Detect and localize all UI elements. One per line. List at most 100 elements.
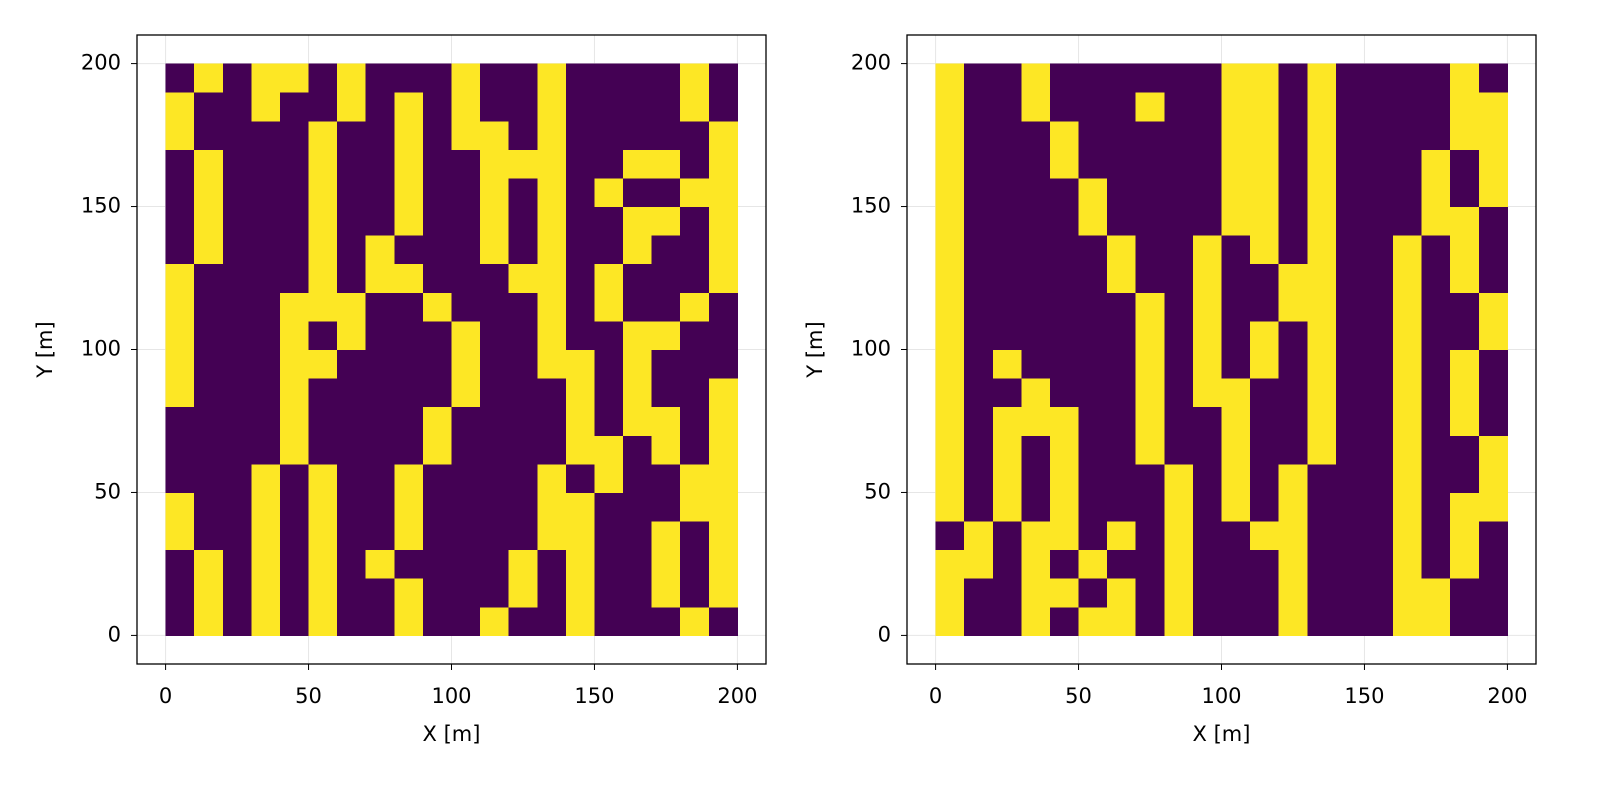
heatmap-cell (308, 549, 338, 579)
heatmap-cell (935, 206, 965, 236)
heatmap-cell (1335, 177, 1365, 208)
heatmap-cell (422, 378, 452, 408)
heatmap-cell (964, 263, 994, 293)
heatmap-cell (337, 406, 367, 436)
heatmap-cell (251, 349, 281, 379)
heatmap-cell (1221, 521, 1251, 551)
heatmap-cell (1250, 320, 1280, 350)
heatmap-cell (1450, 349, 1480, 379)
heatmap-cell (480, 177, 510, 208)
heatmap-cell (1192, 521, 1222, 551)
heatmap-cell (680, 149, 710, 179)
heatmap-cell (1049, 92, 1080, 122)
heatmap-cell (308, 406, 338, 436)
heatmap-cell (1421, 92, 1451, 122)
heatmap-cell (279, 235, 310, 265)
heatmap-cell (451, 320, 481, 350)
heatmap-cell (480, 263, 510, 293)
heatmap-cell (594, 235, 624, 265)
heatmap-cell (1135, 63, 1165, 93)
heatmap-cell (1450, 149, 1480, 179)
heatmap-cell (1135, 463, 1165, 493)
heatmap-cell (935, 606, 965, 636)
heatmap-cell (680, 177, 710, 208)
heatmap-cell (1364, 578, 1394, 608)
heatmap-cell (651, 63, 681, 93)
heatmap-cell (680, 606, 710, 636)
heatmap-cell (1021, 435, 1051, 465)
heatmap-cell (1192, 292, 1222, 322)
heatmap-cell (251, 292, 281, 322)
heatmap-cell (251, 521, 281, 551)
heatmap-cell (565, 292, 595, 322)
heatmap-cell (422, 320, 452, 350)
heatmap-cell (365, 378, 395, 408)
heatmap-cell (1278, 378, 1308, 408)
heatmap-cell (1393, 349, 1423, 379)
heatmap-cell (194, 320, 224, 350)
heatmap-cell (1335, 606, 1365, 636)
heatmap-cell (222, 406, 252, 436)
heatmap-cell (1021, 549, 1051, 579)
heatmap-cell (565, 320, 595, 350)
heatmap-cell (508, 521, 538, 551)
heatmap-cell (565, 235, 595, 265)
heatmap-cell (964, 492, 994, 522)
heatmap-cells (935, 63, 1508, 636)
heatmap-cell (1078, 378, 1108, 408)
heatmap-cell (480, 435, 510, 465)
heatmap-cell (992, 578, 1022, 608)
heatmap-cell (964, 206, 994, 236)
heatmap-cell (1107, 235, 1137, 265)
heatmap-cell (508, 320, 538, 350)
heatmap-cell (1335, 435, 1365, 465)
heatmap-cell (337, 149, 367, 179)
heatmap-cell (1250, 463, 1280, 493)
heatmap-cell (1049, 349, 1080, 379)
heatmap-cell (708, 263, 738, 293)
heatmap-cell (1307, 378, 1337, 408)
x-tick-label: 100 (431, 684, 471, 708)
heatmap-cell (1478, 349, 1508, 379)
heatmap-cell (680, 521, 710, 551)
heatmap-cell (1278, 206, 1308, 236)
heatmap-cell (394, 349, 424, 379)
heatmap-cell (1107, 492, 1137, 522)
heatmap-cell (365, 177, 395, 208)
heatmap-cell (1250, 492, 1280, 522)
heatmap-cell (1107, 463, 1137, 493)
heatmap-cell (565, 120, 595, 150)
heatmap-cell (194, 177, 224, 208)
heatmap-cell (565, 263, 595, 293)
heatmap-cell (1393, 378, 1423, 408)
heatmap-cell (594, 120, 624, 150)
heatmap-cell (365, 320, 395, 350)
heatmap-cell (1250, 235, 1280, 265)
heatmap-cell (1078, 463, 1108, 493)
x-tick-label: 50 (1065, 684, 1092, 708)
heatmap-cell (394, 235, 424, 265)
heatmap-cell (422, 263, 452, 293)
heatmap-cell (422, 177, 452, 208)
heatmap-cell (594, 578, 624, 608)
heatmap-cell (1135, 492, 1165, 522)
heatmap-cell (1393, 406, 1423, 436)
heatmap-cell (708, 63, 738, 93)
heatmap-cell (337, 263, 367, 293)
heatmap-cell (992, 349, 1022, 379)
heatmap-cell (1135, 177, 1165, 208)
heatmap-cell (337, 492, 367, 522)
heatmap-cell (480, 492, 510, 522)
heatmap-cell (279, 320, 310, 350)
heatmap-cell (308, 349, 338, 379)
heatmap-cell (365, 206, 395, 236)
heatmap-cell (565, 463, 595, 493)
heatmap-cell (1364, 378, 1394, 408)
heatmap-cell (508, 578, 538, 608)
heatmap-cell (1164, 521, 1194, 551)
heatmap-cell (1364, 549, 1394, 579)
heatmap-cell (1164, 177, 1194, 208)
heatmap-cell (1307, 120, 1337, 150)
heatmap-cell (451, 521, 481, 551)
